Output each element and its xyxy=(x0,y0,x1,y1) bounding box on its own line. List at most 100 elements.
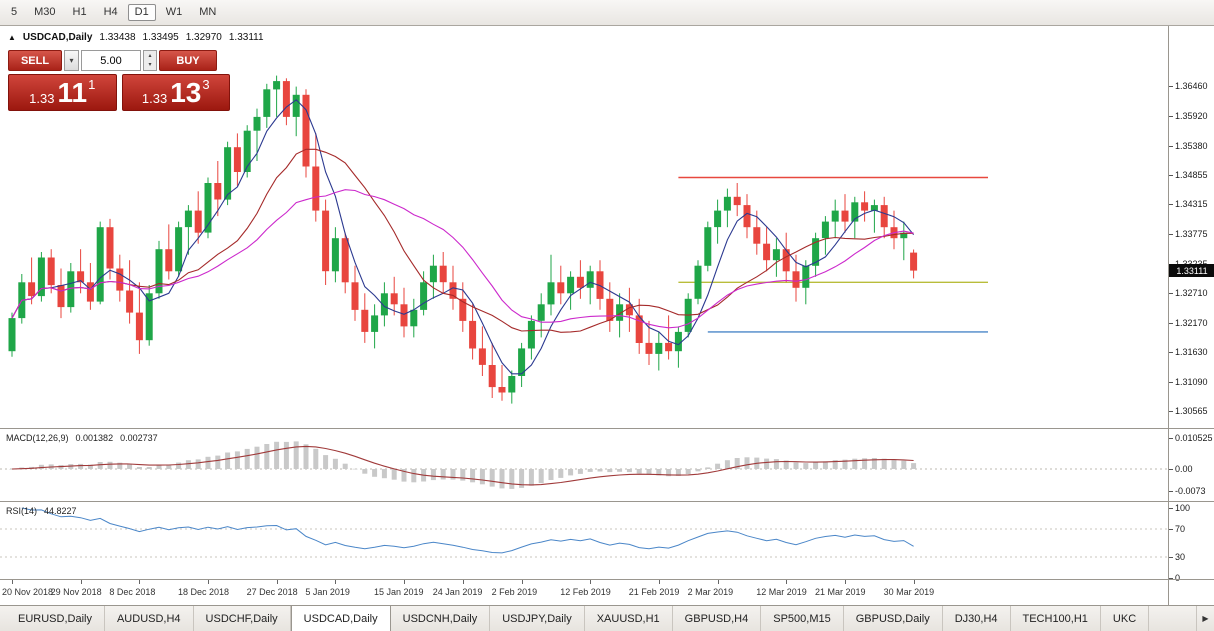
one-click-trading-panel: SELL ▾ ▴ ▾ BUY 1.33 11 1 1.33 13 3 xyxy=(8,50,230,111)
macd-name: MACD(12,26,9) xyxy=(6,433,69,443)
chart-tab-bar: EURUSD,Daily AUDUSD,H4 USDCHF,Daily USDCAD,… xyxy=(0,605,1214,631)
price-axis[interactable]: 1.33111 1.36460 1.35920 1.35380 1.34855 1.34… xyxy=(1168,26,1214,605)
price-axis-label-tick xyxy=(1169,145,1173,147)
macd-signal-value: 0.002737 xyxy=(120,433,158,443)
timeframe-button-w1[interactable]: W1 xyxy=(165,6,183,18)
sell-button[interactable]: SELL xyxy=(8,50,62,71)
price-axis-label: 1.34315 xyxy=(1175,199,1208,210)
rsi-value: 44.8227 xyxy=(44,506,77,516)
price-axis-label: 1.35920 xyxy=(1175,110,1208,121)
date-axis-tick xyxy=(80,580,82,584)
date-axis-label: 20 Nov 2018 xyxy=(2,587,54,597)
price-axis-label-tick xyxy=(1169,174,1173,176)
chart-tab-sp500-m15[interactable]: SP500,M15 xyxy=(761,606,844,631)
macd-scale-label-tick xyxy=(1169,469,1173,470)
buy-price-bigfigure: 1.33 xyxy=(141,90,168,106)
one-click-panel-toggle-icon[interactable]: ▲ xyxy=(8,33,16,42)
time-axis-divider xyxy=(0,579,1214,580)
date-axis-label: 8 Dec 2018 xyxy=(109,587,156,597)
timeframe-toolbar: 5 M30 H1 H4 D1 W1 MN xyxy=(0,0,1214,26)
date-axis-tick xyxy=(462,580,464,584)
price-axis-label: 1.33235 xyxy=(1175,259,1208,269)
chart-tab-tech100-h1[interactable]: TECH100,H1 xyxy=(1011,606,1101,631)
buy-price-display[interactable]: 1.33 13 3 xyxy=(121,74,230,111)
price-axis-label-tick xyxy=(1169,204,1173,206)
price-axis-label: 1.35380 xyxy=(1175,140,1208,151)
price-axis-label: 1.31090 xyxy=(1175,377,1208,388)
timeframe-button-5[interactable]: 5 xyxy=(11,6,18,18)
date-axis-label: 21 Mar 2019 xyxy=(815,587,866,597)
chart-tab-usdcad-daily[interactable]: USDCAD,Daily xyxy=(290,606,391,631)
macd-panel-canvas[interactable] xyxy=(0,429,1168,501)
macd-panel-divider[interactable] xyxy=(0,428,1214,429)
ohlc-close-value: 1.33111 xyxy=(228,32,264,43)
chart-tab-usdjpy-daily[interactable]: USDJPY,Daily xyxy=(490,606,585,631)
date-axis-label: 2 Mar 2019 xyxy=(687,587,734,597)
timeframe-button-h1[interactable]: H1 xyxy=(72,6,87,18)
timeframe-button-m30[interactable]: M30 xyxy=(34,6,56,18)
price-axis-label: 1.34855 xyxy=(1175,169,1208,180)
date-axis-label: 5 Jan 2019 xyxy=(305,587,350,597)
price-axis-label-tick xyxy=(1169,234,1173,235)
chart-tab-gbpusd-daily[interactable]: GBPUSD,Daily xyxy=(844,606,943,631)
price-axis-label: 1.31630 xyxy=(1175,347,1208,358)
chart-tab-usdchf-daily[interactable]: USDCHF,Daily xyxy=(194,606,291,631)
chart-tab-eurusd-daily[interactable]: EURUSD,Daily xyxy=(6,606,105,631)
date-axis-tick xyxy=(786,580,788,584)
rsi-scale-label-tick xyxy=(1169,578,1173,579)
date-axis-label: 2 Feb 2019 xyxy=(491,587,538,597)
sell-price-pipette: 1 xyxy=(88,77,96,92)
rsi-name: RSI(14) xyxy=(6,506,38,516)
time-axis[interactable]: 20 Nov 2018 29 Nov 2018 8 Dec 2018 18 Dec 2… xyxy=(0,580,1168,605)
rsi-scale-label: 0 xyxy=(1175,573,1181,583)
chart-tab-ukc[interactable]: UKC xyxy=(1101,606,1150,631)
rsi-panel-divider[interactable] xyxy=(0,501,1214,502)
macd-main-value: 0.001382 xyxy=(75,433,114,443)
buy-price-pipette: 3 xyxy=(202,77,210,92)
rsi-scale-label-tick xyxy=(1169,557,1173,558)
price-axis-label: 1.30565 xyxy=(1175,406,1208,416)
volume-stepper-down-icon[interactable]: ▾ xyxy=(148,62,152,69)
timeframe-button-mn[interactable]: MN xyxy=(199,6,217,18)
date-axis-tick xyxy=(717,580,719,584)
sell-price-display[interactable]: 1.33 11 1 xyxy=(8,74,117,111)
price-axis-label-tick xyxy=(1169,352,1173,354)
chart-header: ▲ USDCAD,Daily 1.33438 1.33495 1.32970 1… xyxy=(8,32,264,43)
sell-price-pips: 11 xyxy=(57,77,88,109)
timeframe-button-d1[interactable]: D1 xyxy=(127,4,156,21)
timeframe-button-h4[interactable]: H4 xyxy=(103,6,118,18)
chart-tab-dj30-h4[interactable]: DJ30,H4 xyxy=(943,606,1011,631)
ohlc-open-value: 1.33438 xyxy=(99,32,136,43)
price-axis-label: 1.32170 xyxy=(1175,317,1208,328)
date-axis-tick xyxy=(845,580,846,584)
rsi-scale-label-tick xyxy=(1169,529,1173,530)
macd-scale-label-tick xyxy=(1169,438,1173,439)
buy-button[interactable]: BUY xyxy=(159,50,217,71)
buy-price-pips: 13 xyxy=(170,77,202,109)
chart-tab-xauusd-h1[interactable]: XAUUSD,H1 xyxy=(585,606,673,631)
rsi-scale-label: 70 xyxy=(1175,524,1186,534)
macd-scale-label: -0.0073 xyxy=(1175,485,1206,496)
chart-tab-audusd-h4[interactable]: AUDUSD,H4 xyxy=(105,606,194,631)
rsi-panel-canvas[interactable] xyxy=(0,502,1168,579)
ohlc-high-value: 1.33495 xyxy=(142,32,179,43)
tab-scroll-right-button[interactable]: ▶ xyxy=(1196,606,1214,631)
price-chart-canvas[interactable] xyxy=(0,26,1168,428)
date-axis-label: 27 Dec 2018 xyxy=(246,587,298,597)
volume-dropdown-button[interactable]: ▾ xyxy=(64,50,79,71)
volume-input[interactable] xyxy=(81,50,141,71)
date-axis-tick xyxy=(208,580,209,584)
chart-tab-usdcnh-daily[interactable]: USDCNH,Daily xyxy=(391,606,491,631)
rsi-indicator-label: RSI(14) 44.8227 xyxy=(6,506,77,516)
price-axis-label-tick xyxy=(1169,292,1173,294)
volume-stepper-up-icon[interactable]: ▴ xyxy=(148,52,152,59)
date-axis-label: 24 Jan 2019 xyxy=(432,587,483,597)
date-axis-tick xyxy=(12,580,13,584)
date-axis-label: 18 Dec 2018 xyxy=(178,587,230,597)
chart-tab-gbpusd-h4[interactable]: GBPUSD,H4 xyxy=(673,606,762,631)
rsi-scale-label: 100 xyxy=(1175,503,1191,513)
date-axis-tick xyxy=(335,580,337,584)
date-axis-label: 12 Feb 2019 xyxy=(560,587,611,597)
current-price-badge: 1.33111 xyxy=(1169,264,1214,278)
